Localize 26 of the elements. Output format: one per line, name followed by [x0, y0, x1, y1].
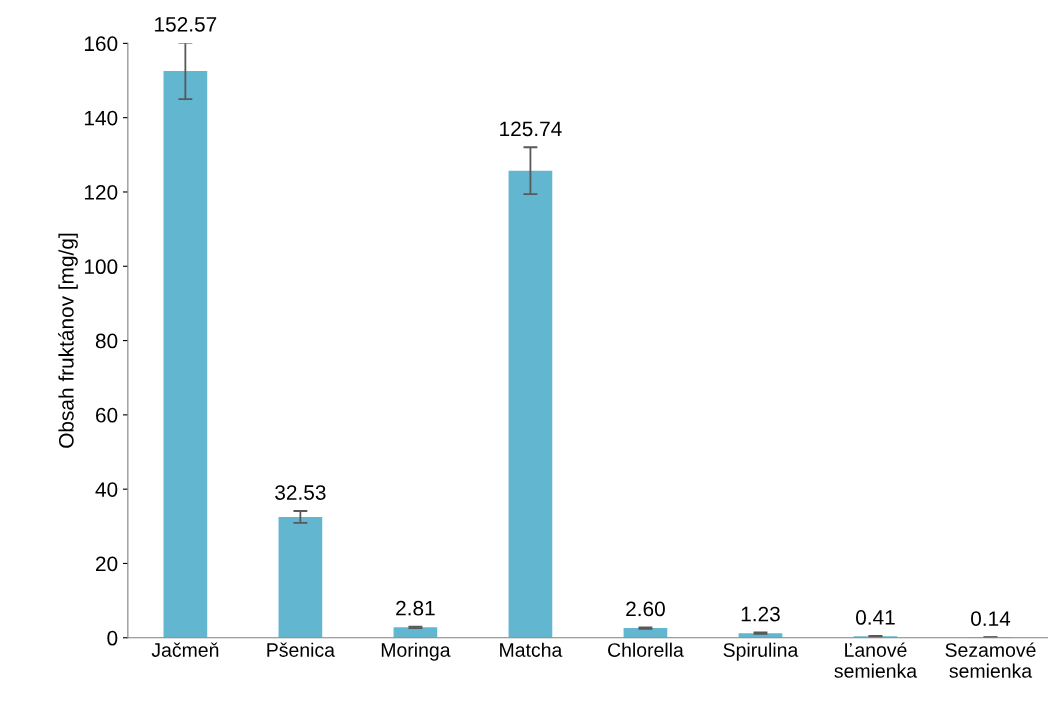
data-label: 1.23 [741, 606, 780, 622]
y-tick-label: 20 [96, 556, 118, 572]
data-label: 0.41 [856, 610, 895, 625]
x-tick-label: Pšenica [267, 642, 335, 657]
y-tick-label: 100 [84, 259, 118, 275]
data-label: 2.81 [396, 600, 435, 616]
y-tick-label: 0 [107, 630, 118, 646]
data-label: 32.53 [275, 485, 326, 500]
data-label: 125.74 [500, 121, 562, 137]
y-tick-label: 120 [84, 184, 118, 200]
data-label: 2.60 [626, 601, 665, 617]
x-tick-label: Jačmeň [151, 642, 219, 657]
data-label: 0.14 [971, 611, 1011, 626]
y-axis-title: Obsah fruktánov [mg/g] [58, 233, 78, 448]
x-tick-label: Moringa [381, 642, 451, 661]
x-tick-label: Ľanové semienka [834, 642, 918, 678]
y-tick-label: 80 [95, 333, 118, 349]
data-label: 152.57 [155, 16, 217, 32]
y-tick-label: 140 [84, 110, 118, 126]
x-tick-label: Spirulina [723, 642, 799, 661]
y-tick-label: 40 [95, 482, 118, 497]
x-tick-label: Matcha [500, 642, 563, 657]
x-tick-label: Sezamové semienka [945, 642, 1036, 678]
x-tick-label: Chlorella [608, 642, 684, 657]
y-tick-label: 60 [96, 407, 118, 423]
y-tick-label: 160 [84, 36, 118, 52]
